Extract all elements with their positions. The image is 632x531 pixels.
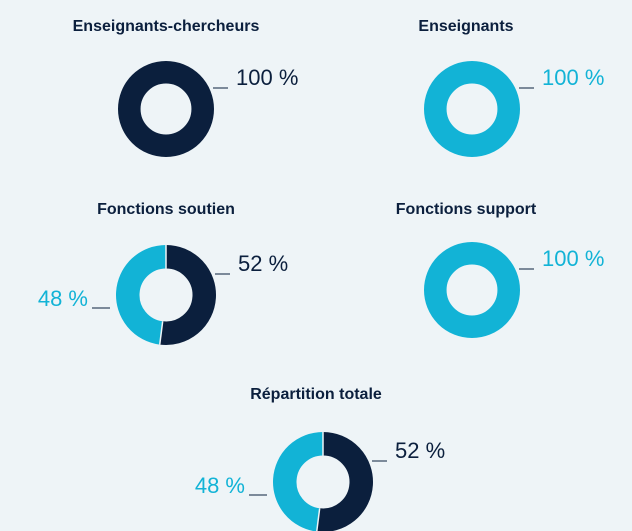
value-label: 52 % [238, 251, 288, 276]
donut-segment [423, 241, 521, 339]
donut-segment [423, 60, 521, 158]
chart-title: Fonctions support [396, 201, 537, 218]
value-label: 52 % [395, 438, 445, 463]
donut-segment [273, 432, 324, 531]
value-label: 48 % [195, 473, 245, 498]
segment-separator [316, 508, 321, 531]
donut-segment [116, 245, 167, 345]
value-label: 100 % [542, 246, 604, 271]
chart-title: Enseignants-chercheurs [73, 18, 260, 35]
value-label: 100 % [236, 65, 298, 90]
segment-separator [158, 321, 164, 345]
donut-segment [117, 60, 215, 158]
value-label: 48 % [38, 286, 88, 311]
chart-title: Répartition totale [250, 386, 382, 403]
value-label: 100 % [542, 65, 604, 90]
donut-segment [316, 432, 373, 531]
chart-title: Fonctions soutien [97, 201, 235, 218]
chart-title: Enseignants [418, 18, 513, 35]
donut-segment [159, 245, 216, 345]
